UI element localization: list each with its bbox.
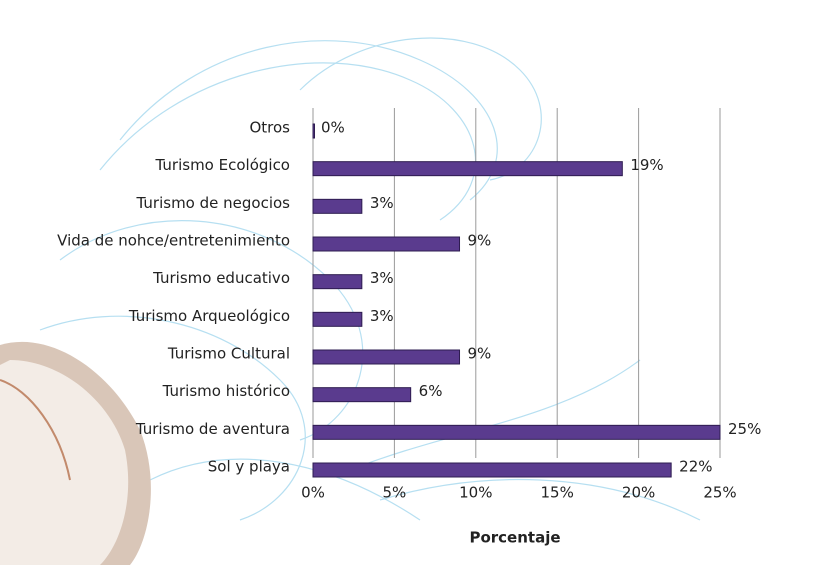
bar <box>312 236 461 252</box>
x-tick-label: 15% <box>541 484 574 502</box>
bar <box>312 424 721 440</box>
data-label: 19% <box>630 156 663 174</box>
y-tick-label: Turismo Ecológico <box>155 156 290 174</box>
x-tick-label: 20% <box>622 484 655 502</box>
x-tick-label: 5% <box>383 484 407 502</box>
y-tick-label: Turismo educativo <box>152 269 290 287</box>
y-tick-label: Otros <box>249 119 290 137</box>
data-label: 0% <box>321 119 345 137</box>
y-tick-label: Vida de nohce/entretenimiento <box>57 232 290 250</box>
data-label: 3% <box>370 269 394 287</box>
data-label: 9% <box>468 345 492 363</box>
x-tick-label: 10% <box>459 484 492 502</box>
data-label: 22% <box>679 458 712 476</box>
bar <box>312 198 363 214</box>
bar <box>312 311 363 327</box>
y-tick-label: Turismo de aventura <box>135 420 290 438</box>
data-label: 9% <box>468 232 492 250</box>
data-label: 3% <box>370 194 394 212</box>
y-tick-label: Turismo Arqueológico <box>128 307 290 325</box>
bar <box>312 387 412 403</box>
shell-decoration <box>0 341 151 565</box>
y-tick-label: Turismo Cultural <box>167 345 290 363</box>
data-label: 25% <box>728 420 761 438</box>
data-label: 6% <box>419 382 443 400</box>
y-tick-label: Turismo de negocios <box>136 194 291 212</box>
x-tick-label: 0% <box>301 484 325 502</box>
x-tick-label: 25% <box>703 484 736 502</box>
bar <box>312 349 461 365</box>
data-label: 3% <box>370 307 394 325</box>
bar <box>312 462 672 478</box>
bar <box>312 274 363 290</box>
y-tick-label: Turismo histórico <box>162 382 290 400</box>
bar <box>312 123 315 139</box>
bar <box>312 161 623 177</box>
x-axis-label: Porcentaje <box>469 529 560 547</box>
y-tick-label: Sol y playa <box>208 458 290 476</box>
